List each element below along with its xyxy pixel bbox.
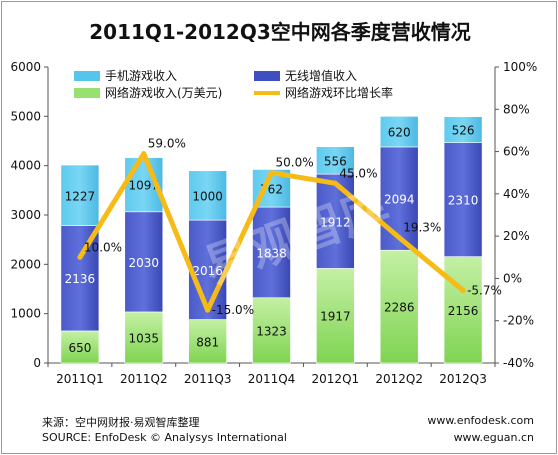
bar-wireless-vas: [124, 211, 164, 313]
bar-online-games: [188, 319, 227, 364]
bar-value-label: 1227: [65, 189, 96, 203]
bar-value-label: 2016: [192, 264, 223, 278]
bar-wireless-vas: [443, 142, 483, 257]
bar-value-label: 2136: [65, 272, 96, 286]
legend-swatch: [254, 71, 280, 81]
bar-value-label: 556: [324, 154, 347, 168]
source-cn: 来源：空中网财报·易观智库整理: [42, 416, 200, 429]
growth-rate-point: [77, 254, 83, 260]
legend-label: 网络游戏环比增长率: [285, 85, 393, 100]
bar-online-games: [443, 256, 483, 364]
bar-wireless-vas: [379, 146, 419, 251]
x-tick-label: 2012Q2: [375, 372, 423, 386]
y-left-tick-label: 2000: [10, 257, 41, 271]
legend-label: 网络游戏收入(万美元): [105, 85, 222, 100]
bar-value-label: 1035: [129, 331, 160, 345]
growth-rate-label: -15.0%: [212, 303, 254, 317]
y-right-tick-label: 80%: [503, 102, 530, 116]
x-tick-label: 2011Q1: [56, 372, 104, 386]
x-tick-label: 2011Q4: [248, 372, 296, 386]
bar-value-label: 2030: [129, 256, 160, 270]
legend-swatch: [74, 71, 100, 81]
x-tick-label: 2012Q3: [439, 372, 487, 386]
bar-mobile-games: [60, 164, 100, 226]
x-tick-label: 2011Q2: [120, 372, 168, 386]
bar-value-label: 1097: [129, 179, 160, 193]
bar-online-games: [252, 297, 291, 364]
y-right-tick-label: -40%: [503, 356, 534, 370]
x-tick-label: 2012Q1: [312, 372, 360, 386]
growth-rate-label: 45.0%: [339, 166, 377, 180]
bar-wireless-vas: [60, 225, 100, 332]
bar-online-games: [316, 268, 355, 364]
bar-value-label: 1323: [256, 324, 287, 338]
bar-mobile-games: [443, 116, 483, 143]
y-left-tick-label: 4000: [10, 159, 41, 173]
bar-mobile-games: [379, 116, 419, 148]
bar-value-label: 1917: [320, 310, 351, 324]
bar-value-label: 1000: [192, 189, 223, 203]
bar-value-label: 2094: [384, 193, 415, 207]
source-en: SOURCE: EnfoDesk © Analysys Internationa…: [42, 431, 287, 444]
bar-wireless-vas: [316, 173, 355, 269]
bar-wireless-vas: [188, 219, 227, 320]
url-enfodesk: www.enfodesk.com: [427, 414, 534, 427]
bar-mobile-games: [316, 146, 355, 175]
bar-wireless-vas: [252, 206, 291, 299]
legend-label: 手机游戏收入: [105, 69, 177, 83]
bar-value-label: 2310: [448, 194, 479, 208]
y-left-tick-label: 0: [33, 356, 41, 370]
y-right-tick-label: 0%: [503, 271, 522, 285]
bar-value-label: 881: [196, 335, 219, 349]
growth-rate-point: [141, 151, 147, 157]
growth-rate-label: 10.0%: [84, 240, 122, 254]
growth-rate-point: [460, 287, 466, 293]
bar-value-label: 620: [388, 126, 411, 140]
bar-value-label: 2286: [384, 301, 415, 315]
y-right-tick-label: 100%: [503, 60, 537, 74]
growth-rate-label: 19.3%: [403, 221, 441, 235]
bar-mobile-games: [188, 170, 227, 221]
growth-rate-label: 59.0%: [148, 137, 186, 151]
bar-value-label: 1838: [256, 246, 287, 260]
x-tick-label: 2011Q3: [184, 372, 232, 386]
bar-online-games: [60, 330, 100, 364]
y-right-tick-label: 40%: [503, 187, 530, 201]
y-right-tick-label: 60%: [503, 145, 530, 159]
chart-title: 2011Q1-2012Q3空中网各季度营收情况: [89, 20, 471, 44]
y-left-tick-label: 1000: [10, 307, 41, 321]
growth-rate-point: [269, 170, 274, 176]
y-right-tick-label: 20%: [503, 229, 530, 243]
y-right-tick-label: -20%: [503, 314, 534, 328]
bar-value-label: 526: [452, 124, 475, 138]
url-eguan: www.eguan.cn: [453, 431, 534, 444]
y-left-tick-label: 3000: [10, 208, 41, 222]
bar-value-label: 2156: [448, 304, 479, 318]
legend-label: 无线增值收入: [285, 68, 357, 83]
bar-online-games: [379, 249, 419, 364]
growth-rate-point: [332, 180, 338, 186]
bar-value-label: 650: [68, 341, 91, 355]
growth-rate-label: -5.7%: [467, 283, 502, 297]
bar-value-label: 1912: [320, 215, 351, 229]
growth-rate-label: 50.0%: [276, 156, 314, 170]
growth-rate-point: [396, 235, 402, 241]
y-left-tick-label: 5000: [10, 109, 41, 123]
y-left-tick-label: 6000: [10, 60, 41, 74]
growth-rate-point: [205, 307, 211, 313]
legend-swatch: [74, 88, 100, 98]
